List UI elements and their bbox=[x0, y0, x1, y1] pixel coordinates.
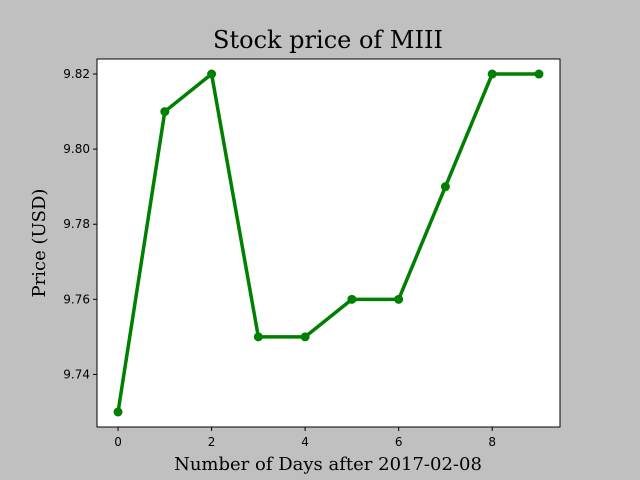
x-tick-label: 8 bbox=[488, 435, 496, 449]
series-layer bbox=[113, 69, 544, 417]
data-point bbox=[207, 69, 217, 79]
y-tick-label: 9.74 bbox=[63, 367, 90, 381]
data-point bbox=[113, 407, 123, 417]
data-point bbox=[534, 69, 544, 79]
plot-area bbox=[96, 58, 561, 428]
x-tick-label: 0 bbox=[114, 435, 122, 449]
data-point bbox=[300, 332, 310, 342]
data-point bbox=[440, 182, 450, 192]
chart-title: Stock price of MIII bbox=[213, 26, 443, 54]
y-tick-label: 9.80 bbox=[63, 142, 90, 156]
data-point bbox=[160, 107, 170, 117]
series-line bbox=[116, 70, 539, 413]
x-axis-ticks: 0 2 4 6 8 bbox=[114, 427, 496, 449]
y-tick-label: 9.76 bbox=[63, 292, 90, 306]
y-tick-label: 9.78 bbox=[63, 217, 90, 231]
y-tick-label: 9.82 bbox=[63, 67, 90, 81]
x-axis-label: Number of Days after 2017-02-08 bbox=[174, 454, 482, 475]
x-tick-label: 6 bbox=[395, 435, 403, 449]
x-tick-label: 2 bbox=[208, 435, 216, 449]
x-tick-label: 4 bbox=[301, 435, 309, 449]
data-point bbox=[347, 294, 357, 304]
data-point bbox=[253, 332, 263, 342]
y-axis-ticks: 9.74 9.76 9.78 9.80 9.82 bbox=[63, 67, 97, 381]
y-axis-label: Price (USD) bbox=[29, 189, 50, 298]
data-point bbox=[394, 294, 404, 304]
data-point bbox=[487, 69, 497, 79]
